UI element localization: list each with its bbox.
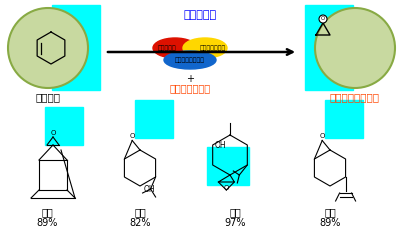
Text: タングステン酸塩: タングステン酸塩 xyxy=(175,57,205,63)
Bar xyxy=(325,100,363,138)
Text: OH: OH xyxy=(144,184,156,193)
Text: テルペン: テルペン xyxy=(36,92,60,102)
Ellipse shape xyxy=(153,38,197,58)
Text: O: O xyxy=(320,132,325,139)
Text: アンモニウム塩: アンモニウム塩 xyxy=(200,45,226,51)
Text: O: O xyxy=(224,185,229,191)
Text: OH: OH xyxy=(215,141,226,150)
Ellipse shape xyxy=(164,51,216,69)
Text: 82%: 82% xyxy=(129,218,151,228)
Text: 収率: 収率 xyxy=(229,207,241,217)
Bar xyxy=(305,5,353,90)
Text: 炭酸ナトリウム: 炭酸ナトリウム xyxy=(170,83,210,93)
Bar xyxy=(135,100,173,138)
Circle shape xyxy=(8,8,88,88)
Text: 89%: 89% xyxy=(319,218,341,228)
Text: テルペンオキシド: テルペンオキシド xyxy=(330,92,380,102)
Ellipse shape xyxy=(183,38,227,58)
Text: 97%: 97% xyxy=(224,218,246,228)
Bar xyxy=(207,147,249,185)
Text: O: O xyxy=(50,130,56,136)
Text: ホスホン酸: ホスホン酸 xyxy=(158,45,176,51)
Text: 収率: 収率 xyxy=(134,207,146,217)
Text: 収率: 収率 xyxy=(41,207,53,217)
Circle shape xyxy=(315,8,395,88)
Text: 収率: 収率 xyxy=(324,207,336,217)
Circle shape xyxy=(319,15,327,23)
Text: O: O xyxy=(321,17,325,21)
Text: 過酸化水素: 過酸化水素 xyxy=(184,10,216,20)
Bar xyxy=(45,107,83,145)
Text: 89%: 89% xyxy=(36,218,58,228)
Text: O: O xyxy=(130,132,135,139)
Bar xyxy=(52,5,100,90)
Text: +: + xyxy=(186,74,194,84)
